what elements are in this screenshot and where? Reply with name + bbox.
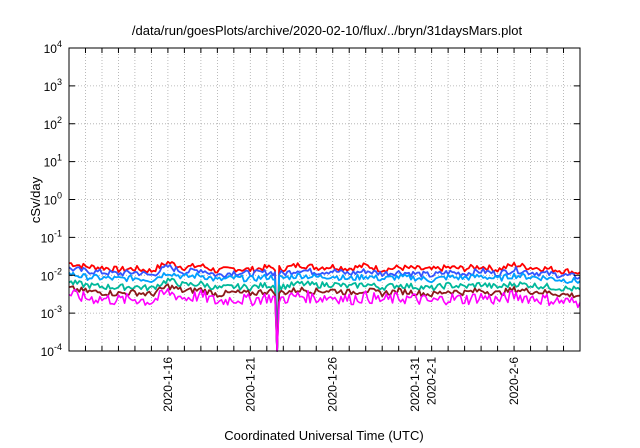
y-tick-label-7: 103 [44, 77, 62, 94]
x-tick-label-1: 2020-1-21 [243, 357, 257, 412]
y-axis-label: cSv/day [28, 176, 43, 223]
series-line-4 [68, 283, 581, 352]
y-tick-label-5: 101 [44, 153, 62, 170]
x-tick-label-3: 2020-1-31 [408, 357, 422, 412]
series-line-3 [68, 277, 581, 352]
chart-title: /data/run/goesPlots/archive/2020-02-10/f… [132, 23, 523, 38]
y-axis-ticks: 10-4 10-3 10-2 10-1 100 101 102 103 104 [41, 39, 580, 359]
y-tick-label-6: 102 [44, 115, 62, 132]
y-tick-label-2: 10-2 [41, 266, 62, 283]
y-tick-label-0: 10-4 [41, 342, 62, 359]
y-tick-label-1: 10-3 [41, 304, 62, 321]
x-axis-ticks: 2020-1-16 2020-1-21 2020-1-26 2020-1-31 2020… [84, 48, 565, 412]
series-lines [68, 260, 581, 352]
x-tick-label-4: 2020-2-1 [425, 357, 439, 405]
series-line-0 [69, 260, 581, 352]
x-axis-label: Coordinated Universal Time (UTC) [224, 428, 423, 443]
x-tick-label-2: 2020-1-26 [326, 357, 340, 412]
x-tick-label-5: 2020-2-6 [507, 357, 521, 405]
series-line-1 [68, 264, 581, 352]
y-tick-label-4: 100 [44, 191, 62, 208]
series-line-5 [68, 288, 581, 352]
x-tick-label-0: 2020-1-16 [161, 357, 175, 412]
y-tick-label-8: 104 [44, 39, 62, 56]
series-line-2 [68, 271, 581, 352]
y-tick-label-3: 10-1 [41, 228, 62, 245]
